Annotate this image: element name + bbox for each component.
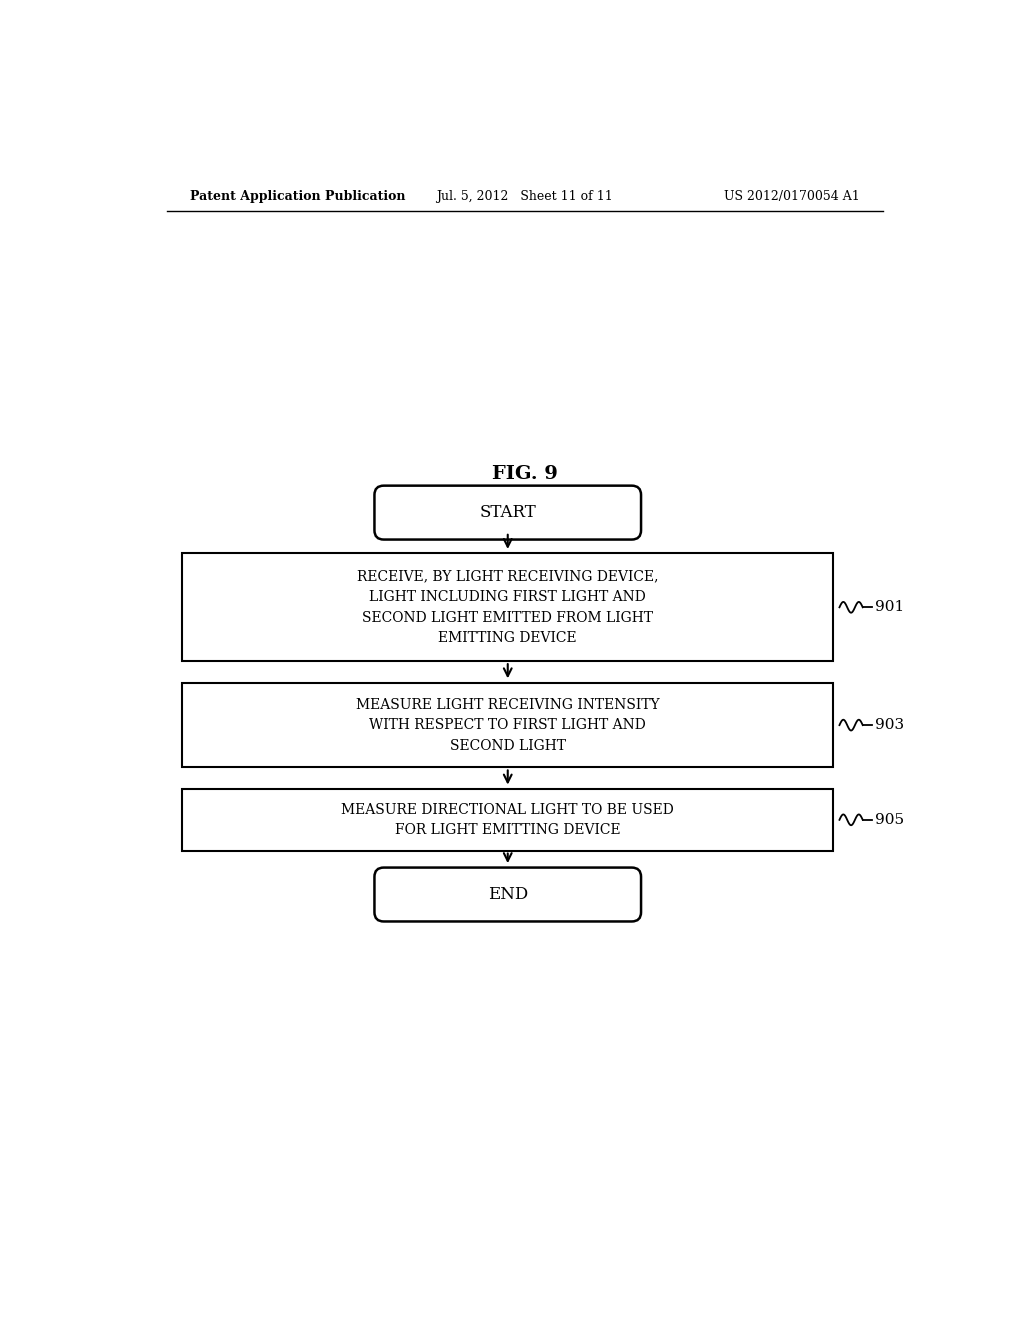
Text: US 2012/0170054 A1: US 2012/0170054 A1 (724, 190, 859, 203)
Text: 901: 901 (876, 601, 904, 614)
FancyBboxPatch shape (182, 789, 834, 850)
Text: END: END (487, 886, 528, 903)
FancyBboxPatch shape (182, 682, 834, 767)
Text: RECEIVE, BY LIGHT RECEIVING DEVICE,
LIGHT INCLUDING FIRST LIGHT AND
SECOND LIGHT: RECEIVE, BY LIGHT RECEIVING DEVICE, LIGH… (357, 569, 658, 645)
FancyBboxPatch shape (375, 486, 641, 540)
FancyBboxPatch shape (182, 553, 834, 661)
Text: START: START (479, 504, 537, 521)
Text: MEASURE DIRECTIONAL LIGHT TO BE USED
FOR LIGHT EMITTING DEVICE: MEASURE DIRECTIONAL LIGHT TO BE USED FOR… (341, 803, 674, 837)
Text: FIG. 9: FIG. 9 (492, 465, 558, 483)
Text: 905: 905 (876, 813, 904, 826)
Text: MEASURE LIGHT RECEIVING INTENSITY
WITH RESPECT TO FIRST LIGHT AND
SECOND LIGHT: MEASURE LIGHT RECEIVING INTENSITY WITH R… (356, 697, 659, 752)
Text: Jul. 5, 2012   Sheet 11 of 11: Jul. 5, 2012 Sheet 11 of 11 (436, 190, 613, 203)
FancyBboxPatch shape (375, 867, 641, 921)
Text: Patent Application Publication: Patent Application Publication (190, 190, 406, 203)
Text: 903: 903 (876, 718, 904, 733)
